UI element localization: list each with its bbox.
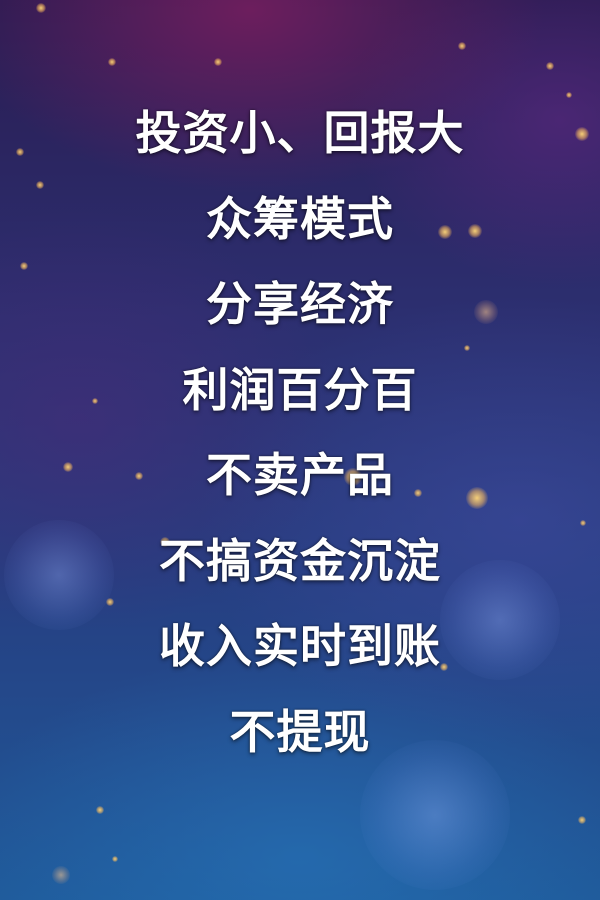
bokeh-light bbox=[108, 58, 116, 66]
bokeh-light bbox=[578, 816, 586, 824]
slogan-lines: 投资小、回报大 众筹模式 分享经济 利润百分百 不卖产品 不搞资金沉淀 收入实时… bbox=[0, 110, 600, 794]
slogan-line: 众筹模式 bbox=[206, 191, 394, 246]
bokeh-light bbox=[214, 58, 222, 66]
bokeh-light bbox=[112, 856, 118, 862]
slogan-line: 不提现 bbox=[229, 704, 371, 759]
slogan-line: 投资小、回报大 bbox=[135, 106, 465, 160]
slogan-line: 不卖产品 bbox=[206, 448, 394, 502]
slogan-line: 收入实时到账 bbox=[159, 619, 441, 673]
bokeh-light bbox=[546, 62, 554, 70]
bokeh-light bbox=[36, 3, 46, 13]
slogan-line: 利润百分百 bbox=[182, 362, 418, 417]
bokeh-light bbox=[52, 866, 70, 884]
bokeh-light bbox=[96, 806, 104, 814]
slogan-line: 不搞资金沉淀 bbox=[159, 533, 441, 588]
slogan-line: 分享经济 bbox=[206, 277, 394, 331]
bokeh-light bbox=[458, 42, 466, 50]
bokeh-light bbox=[566, 92, 572, 98]
